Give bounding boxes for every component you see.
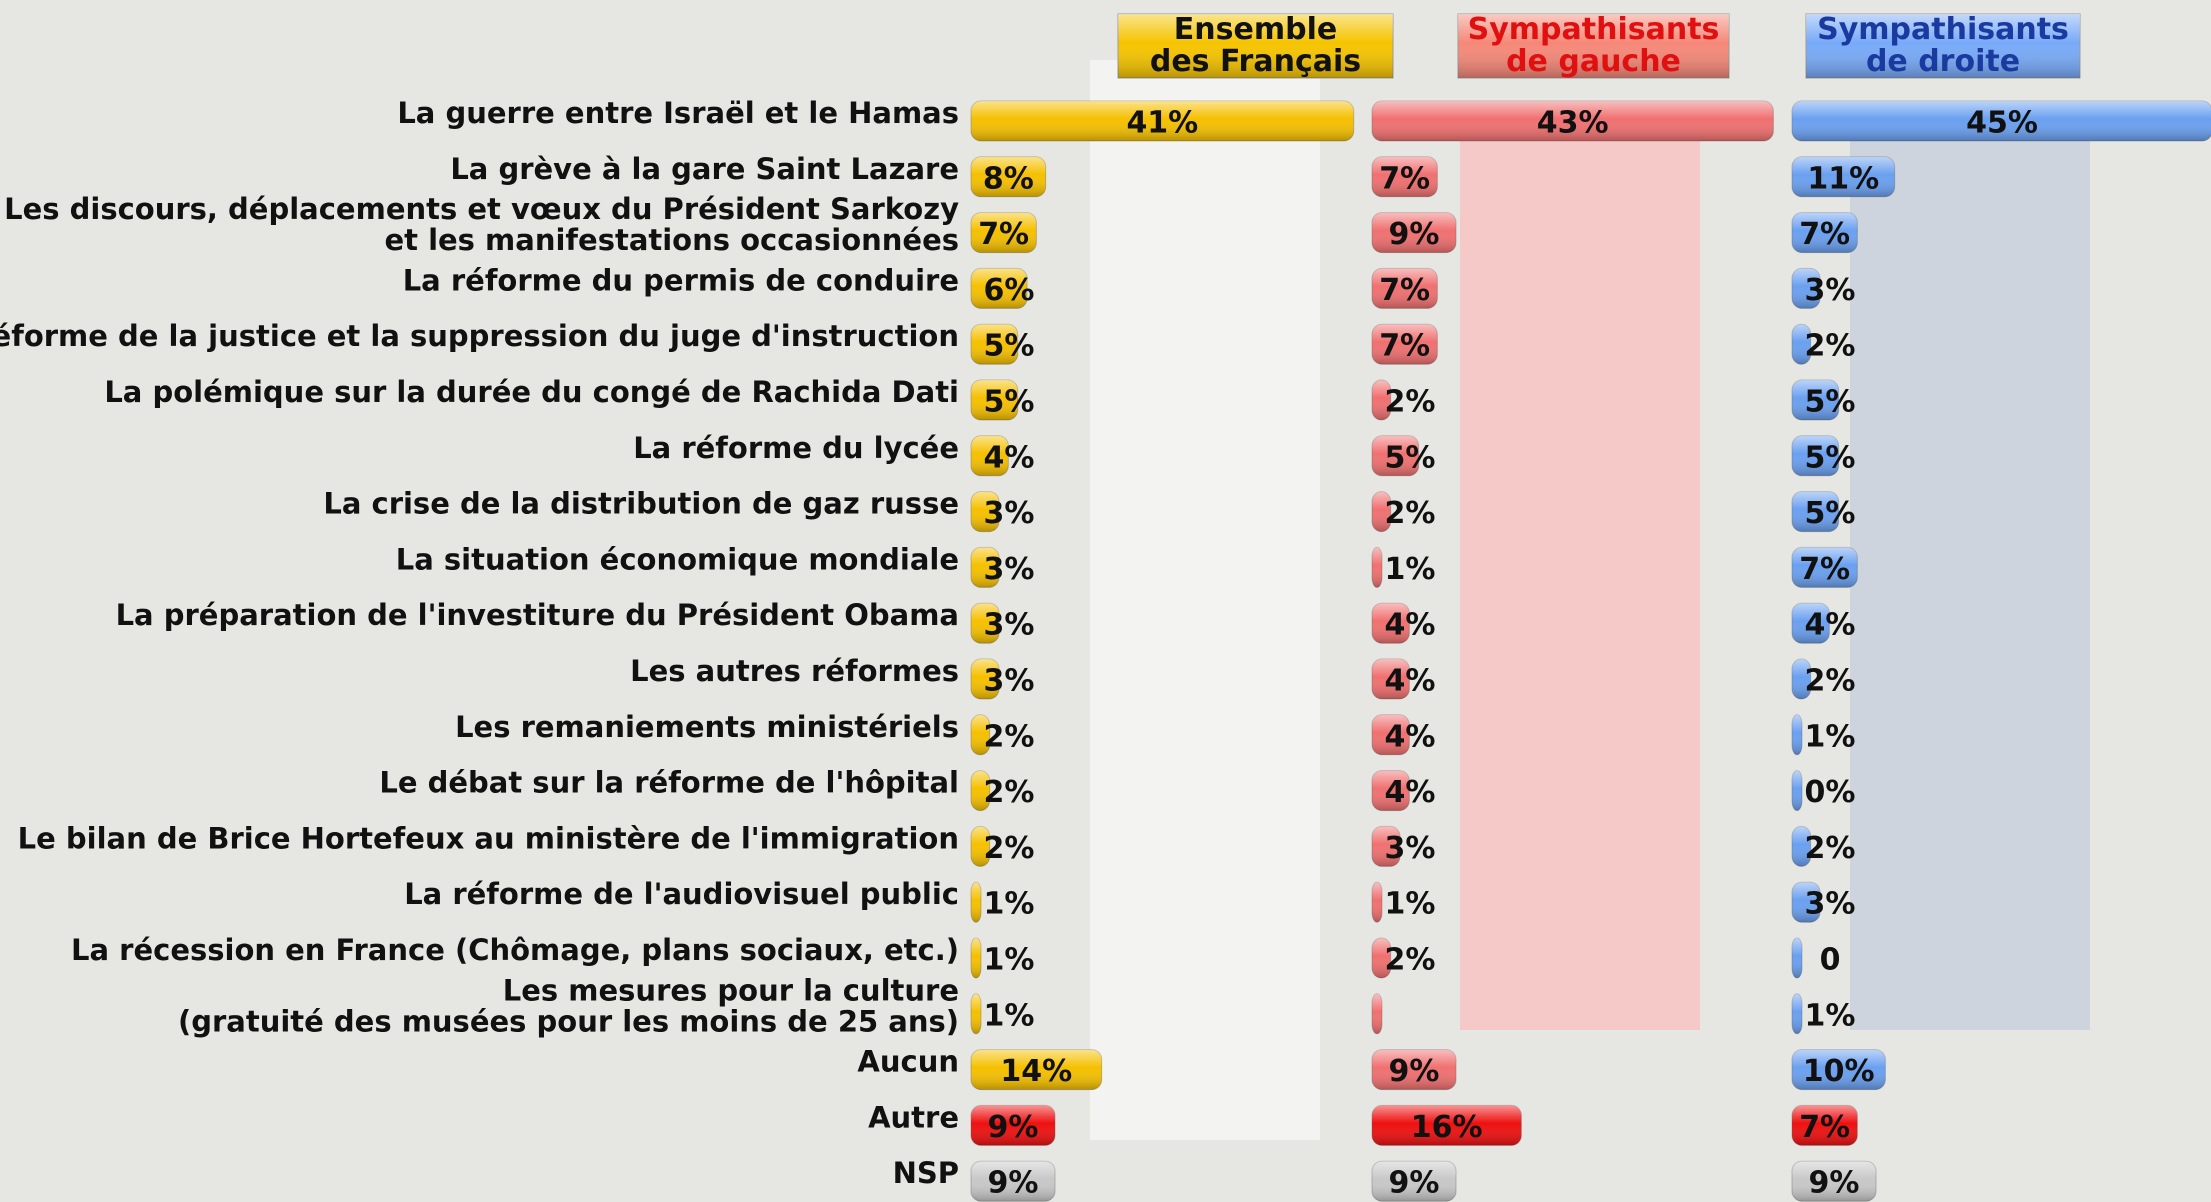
value-label: 9% xyxy=(988,1110,1039,1145)
value-label: 7% xyxy=(978,217,1029,252)
value-label: 3% xyxy=(984,664,1035,699)
value-label: 2% xyxy=(984,719,1035,754)
value-label: 1% xyxy=(1385,552,1436,587)
category-label: La situation économique mondiale xyxy=(396,542,959,576)
category-label: La guerre entre Israël et le Hamas xyxy=(397,96,959,130)
value-label: 7% xyxy=(1379,329,1430,364)
value-label: 1% xyxy=(984,943,1035,978)
panel-glow xyxy=(1850,130,2090,1030)
value-label: 8% xyxy=(983,161,1034,196)
category-label: Le débat sur la réforme de l'hôpital xyxy=(379,766,959,800)
value-label: 16% xyxy=(1411,1110,1483,1145)
value-label: 9% xyxy=(988,1166,1039,1201)
value-label: 9% xyxy=(1389,217,1440,252)
value-label: 7% xyxy=(1379,273,1430,308)
value-label: 1% xyxy=(1805,719,1856,754)
value-label: 41% xyxy=(1126,106,1198,141)
value-label: 4% xyxy=(1385,608,1436,643)
category-label: Le bilan de Brice Hortefeux au ministère… xyxy=(18,821,959,855)
value-label: 4% xyxy=(1385,775,1436,810)
value-label: 6% xyxy=(984,273,1035,308)
value-label: 1% xyxy=(984,998,1035,1033)
value-label: 1% xyxy=(1385,887,1436,922)
category-label: La réforme du lycée xyxy=(633,431,959,465)
value-label: 9% xyxy=(1809,1166,1860,1201)
value-label: 3% xyxy=(984,496,1035,531)
category-label: La réforme de la justice et la suppressi… xyxy=(0,319,959,353)
value-label: 2% xyxy=(984,775,1035,810)
value-label: 43% xyxy=(1537,106,1609,141)
bar-shade xyxy=(971,994,981,1034)
value-label: 3% xyxy=(1385,831,1436,866)
category-label: Aucun xyxy=(857,1045,959,1079)
value-label: 5% xyxy=(1805,385,1856,420)
value-label: 2% xyxy=(1805,664,1856,699)
bar-shade xyxy=(1372,882,1382,922)
value-label: 9% xyxy=(1389,1054,1440,1089)
value-label: 4% xyxy=(1385,664,1436,699)
value-label: 11% xyxy=(1807,161,1879,196)
value-label: 2% xyxy=(1385,385,1436,420)
value-label: 2% xyxy=(1805,329,1856,364)
panel-glow xyxy=(1090,60,1320,1140)
value-label: 2% xyxy=(1385,496,1436,531)
bar-shade xyxy=(1792,994,1802,1034)
bar-shade xyxy=(1792,715,1802,755)
value-label: 3% xyxy=(1805,273,1856,308)
value-label: 4% xyxy=(1385,719,1436,754)
value-label: 10% xyxy=(1803,1054,1875,1089)
value-label: 2% xyxy=(1805,831,1856,866)
value-label: 1% xyxy=(984,887,1035,922)
category-label: Les autres réformes xyxy=(630,654,959,688)
value-label: 4% xyxy=(1805,608,1856,643)
value-label: 5% xyxy=(1805,440,1856,475)
value-label: 3% xyxy=(984,552,1035,587)
bar-shade xyxy=(1792,771,1802,811)
category-label: La grève à la gare Saint Lazare xyxy=(450,152,959,186)
value-label: 5% xyxy=(1805,496,1856,531)
value-label: 3% xyxy=(984,608,1035,643)
value-label: 2% xyxy=(984,831,1035,866)
value-label: 5% xyxy=(1385,440,1436,475)
value-label: 1% xyxy=(1805,998,1856,1033)
category-label: La récession en France (Chômage, plans s… xyxy=(71,933,959,967)
value-label: 7% xyxy=(1379,161,1430,196)
category-label: Autre xyxy=(868,1100,959,1134)
value-label: 45% xyxy=(1966,106,2038,141)
category-label: NSP xyxy=(893,1156,959,1190)
value-label: 9% xyxy=(1389,1166,1440,1201)
category-label: La crise de la distribution de gaz russe xyxy=(323,487,959,521)
value-label: 5% xyxy=(984,385,1035,420)
value-label: 5% xyxy=(984,329,1035,364)
value-label: 4% xyxy=(984,440,1035,475)
value-label: 0 xyxy=(1820,943,1841,978)
bar-shade xyxy=(1792,938,1802,978)
value-label: 3% xyxy=(1805,887,1856,922)
value-label: 14% xyxy=(1000,1054,1072,1089)
value-label: 7% xyxy=(1799,552,1850,587)
bar-shade xyxy=(1372,547,1382,587)
bar-shade xyxy=(971,938,981,978)
chart: Ensembledes Français 41% 8% 7% 6% 5% 5% 4% 3% 3% 3… xyxy=(0,0,2211,1202)
value-label: 7% xyxy=(1799,1110,1850,1145)
value-label: 2% xyxy=(1385,943,1436,978)
category-label: La polémique sur la durée du congé de Ra… xyxy=(104,375,959,409)
value-label: 0% xyxy=(1805,775,1856,810)
bar-shade xyxy=(1372,994,1382,1034)
category-label: La réforme du permis de conduire xyxy=(403,263,959,297)
category-label: La préparation de l'investiture du Prési… xyxy=(116,598,959,632)
category-label: La réforme de l'audiovisuel public xyxy=(404,877,959,911)
panel-glow xyxy=(1460,130,1700,1030)
category-label: Les remaniements ministériels xyxy=(455,710,959,744)
bar-shade xyxy=(971,882,981,922)
value-label: 7% xyxy=(1799,217,1850,252)
